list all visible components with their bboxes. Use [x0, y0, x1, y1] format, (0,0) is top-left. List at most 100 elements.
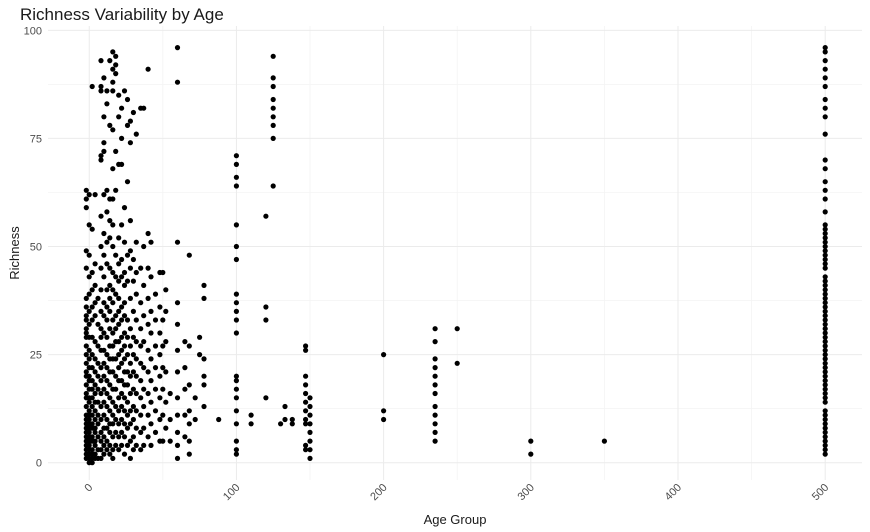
data-point — [104, 261, 110, 267]
data-point — [432, 356, 438, 362]
data-point — [270, 96, 276, 103]
data-point — [381, 352, 387, 358]
data-point — [127, 295, 133, 301]
data-point — [104, 101, 110, 107]
data-point — [83, 343, 89, 349]
data-point — [145, 321, 151, 327]
data-point — [116, 421, 122, 427]
data-point — [95, 343, 101, 349]
data-point — [145, 369, 151, 375]
data-point — [104, 334, 110, 340]
data-point — [86, 416, 92, 423]
data-point — [119, 161, 125, 167]
data-point — [121, 205, 128, 211]
data-point — [148, 378, 154, 384]
data-point — [89, 447, 95, 453]
data-point — [98, 378, 104, 384]
x-tick-label: 300 — [515, 482, 536, 503]
data-point — [110, 196, 116, 202]
data-point — [303, 442, 309, 448]
data-point — [822, 287, 828, 293]
data-point — [148, 308, 154, 314]
data-point — [98, 429, 104, 435]
data-point — [86, 429, 92, 435]
data-point — [186, 382, 192, 388]
data-point — [95, 360, 101, 366]
data-point — [822, 412, 828, 418]
data-point — [822, 278, 828, 284]
data-point — [124, 96, 131, 103]
data-point — [528, 438, 534, 444]
data-point — [86, 356, 92, 362]
data-point — [104, 287, 110, 293]
data-point — [113, 148, 119, 154]
data-point — [116, 365, 122, 371]
data-point — [107, 442, 113, 448]
data-point — [186, 451, 192, 457]
data-point — [130, 369, 136, 375]
data-point — [121, 239, 128, 245]
data-point — [127, 248, 133, 254]
data-point — [83, 304, 89, 310]
data-point — [138, 447, 144, 453]
data-point — [289, 416, 295, 423]
data-point — [133, 425, 139, 431]
data-point — [822, 75, 828, 81]
data-point — [121, 269, 128, 276]
data-point — [89, 403, 95, 410]
data-point — [822, 114, 828, 120]
data-point — [113, 291, 119, 297]
data-point — [104, 438, 110, 444]
data-point — [822, 326, 828, 332]
data-point — [201, 282, 207, 288]
data-point — [174, 412, 181, 418]
data-point — [107, 308, 113, 314]
data-point — [303, 343, 309, 349]
data-point — [119, 442, 125, 448]
data-point — [163, 308, 169, 314]
data-point — [233, 438, 239, 444]
data-point — [270, 183, 276, 189]
data-point — [113, 53, 119, 59]
data-point — [127, 390, 133, 397]
data-point — [133, 442, 139, 448]
data-point — [127, 118, 133, 124]
data-point — [83, 265, 89, 271]
data-point — [116, 447, 122, 453]
data-point — [95, 421, 101, 427]
data-point — [92, 313, 98, 319]
data-point — [130, 308, 136, 314]
data-point — [116, 92, 122, 98]
data-point — [822, 373, 828, 379]
data-point — [233, 256, 239, 263]
data-point — [89, 334, 95, 340]
data-point — [822, 317, 828, 323]
data-point — [98, 416, 104, 423]
x-tick-label: 400 — [663, 482, 684, 503]
data-point — [822, 438, 828, 444]
data-point — [101, 230, 107, 237]
data-point — [138, 378, 144, 384]
data-point — [174, 300, 181, 306]
data-point — [116, 295, 122, 301]
data-point — [104, 317, 110, 323]
data-point — [98, 308, 104, 314]
data-point — [432, 390, 438, 397]
data-point — [89, 386, 95, 392]
data-point — [233, 243, 239, 250]
data-point — [121, 282, 128, 288]
data-point — [107, 218, 113, 224]
data-point — [127, 438, 133, 444]
data-point — [95, 373, 101, 379]
x-tick-label: 200 — [368, 482, 389, 503]
data-point — [95, 399, 101, 405]
data-point — [822, 131, 828, 137]
data-point — [822, 321, 828, 327]
data-point — [233, 386, 239, 392]
data-point — [303, 416, 309, 423]
data-point — [110, 66, 116, 72]
data-point — [182, 339, 188, 345]
data-point — [127, 326, 133, 332]
data-point — [303, 421, 309, 427]
data-point — [822, 209, 828, 215]
